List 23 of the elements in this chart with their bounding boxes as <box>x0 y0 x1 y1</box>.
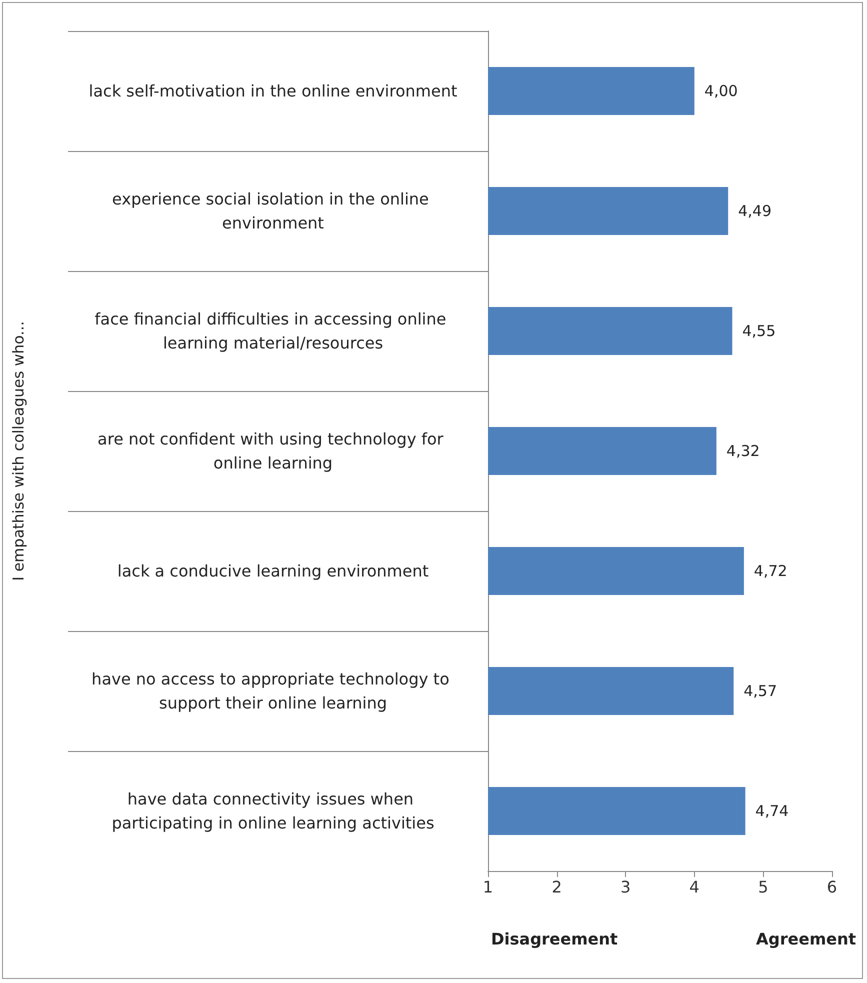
y-tick-label: face financial difficulties in accessing online learning material/resources <box>94 310 452 352</box>
y-tick-label: lack a conducive learning environment <box>117 562 429 580</box>
y-tick-label: are not confident with using technology for online learning <box>98 430 448 472</box>
data-label: 4,72 <box>754 562 788 580</box>
y-tick-label: have data connectivity issues when participating in online learning activities <box>112 790 434 832</box>
x-tick-label: 1 <box>482 878 494 896</box>
x-tick-label: 6 <box>826 878 838 896</box>
data-label: 4,32 <box>726 442 760 460</box>
y-axis-title: I empathise with colleagues who... <box>10 321 28 581</box>
x-tick-label: 4 <box>689 878 700 896</box>
y-tick-label: lack self-motivation in the online environment <box>88 82 458 100</box>
x-tick-label: 3 <box>620 878 631 896</box>
x-tick-label: 2 <box>552 878 562 896</box>
y-tick-label: experience social isolation in the online environment <box>112 190 434 232</box>
data-label: 4,55 <box>742 322 776 340</box>
data-label: 4,00 <box>704 82 738 100</box>
data-label: 4,49 <box>738 202 772 220</box>
data-label: 4,74 <box>755 802 789 820</box>
x-tick-label: 5 <box>758 878 768 896</box>
data-label: 4,57 <box>744 682 778 700</box>
text: Disagreement <box>491 930 618 948</box>
text: Agreement <box>756 930 856 948</box>
y-tick-label: have no access to appropriate technology to support their online learning <box>92 670 454 712</box>
